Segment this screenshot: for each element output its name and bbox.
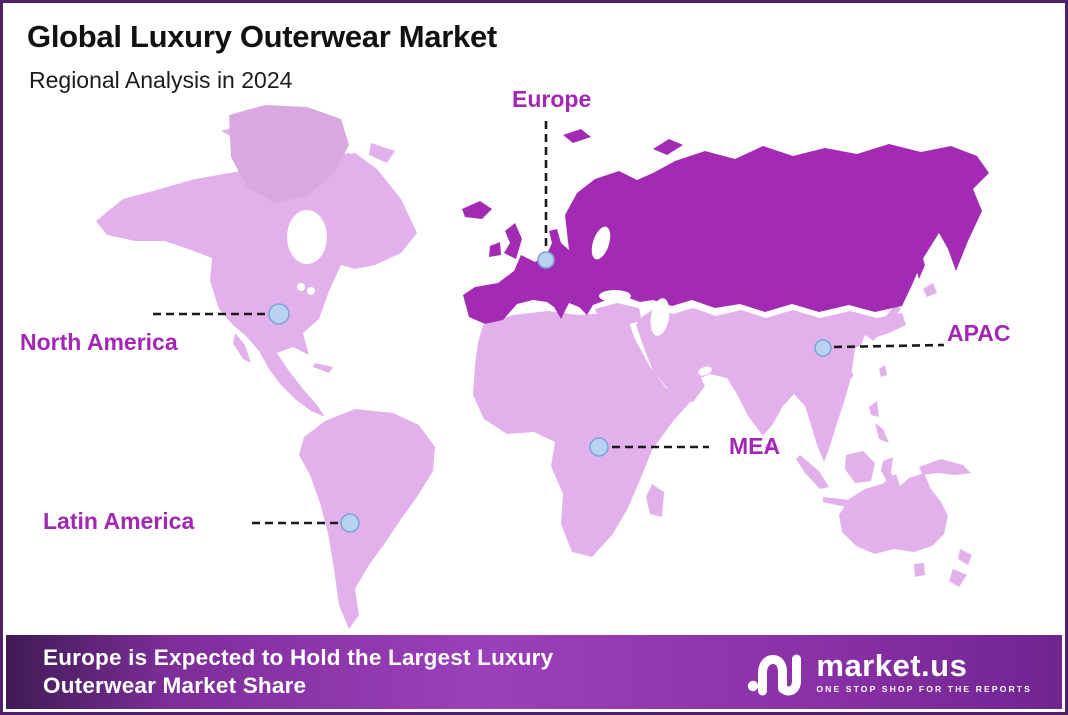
- region-label-mea: MEA: [729, 433, 781, 459]
- arctic-island-5: [369, 143, 395, 163]
- landmass-australia: [839, 473, 948, 554]
- landmass-turkey: [595, 303, 642, 326]
- landmass-taiwan: [879, 365, 887, 377]
- banner-caption-line2: Outerwear Market Share: [43, 673, 307, 698]
- landmass-novaya-zemlya: [653, 139, 683, 155]
- landmass-iceland: [462, 201, 492, 219]
- hudson-bay: [287, 210, 327, 264]
- marker-latin-america: [340, 513, 360, 533]
- landmass-sumatra: [796, 455, 829, 489]
- marker-apac: [814, 339, 832, 357]
- landmass-new-zealand-north: [958, 549, 972, 565]
- landmass-south-america: [299, 409, 435, 629]
- landmass-africa: [473, 311, 692, 557]
- landmass-sakhalin: [915, 253, 925, 279]
- landmass-new-guinea: [919, 459, 971, 475]
- connector-lines: [153, 121, 945, 525]
- bottom-banner: Europe is Expected to Hold the Largest L…: [6, 635, 1062, 709]
- landmass-uk: [504, 223, 522, 259]
- landmass-madagascar: [646, 484, 664, 517]
- landmass-borneo: [845, 451, 875, 483]
- region-label-europe: Europe: [512, 86, 592, 112]
- page-subtitle: Regional Analysis in 2024: [29, 67, 293, 93]
- persian-gulf: [698, 366, 712, 376]
- world-map: [96, 105, 989, 629]
- marker-europe: [537, 251, 555, 269]
- market-us-logo: market.us ONE STOP SHOP FOR THE REPORTS: [747, 647, 1032, 697]
- landmass-sri-lanka: [765, 443, 773, 451]
- landmass-philippines-1: [869, 401, 879, 417]
- black-sea: [599, 290, 631, 302]
- logo-brand: market.us: [816, 647, 968, 683]
- great-lake-1: [297, 283, 305, 291]
- landmass-philippines-2: [875, 423, 889, 443]
- baltic-sea: [591, 226, 611, 260]
- logo-tagline: ONE STOP SHOP FOR THE REPORTS: [816, 683, 1032, 694]
- banner-caption: Europe is Expected to Hold the Largest L…: [43, 644, 553, 700]
- landmass-japan: [869, 305, 901, 341]
- marker-north-america: [268, 303, 290, 325]
- landmass-north-america: [96, 153, 417, 417]
- market-us-logo-icon: [748, 654, 802, 696]
- landmass-baja: [233, 333, 251, 363]
- caspian-sea: [650, 298, 670, 336]
- landmass-svalbard: [563, 129, 591, 143]
- landmass-new-zealand-south: [949, 569, 967, 587]
- region-label-latin-america: Latin America: [43, 508, 195, 534]
- great-lake-2: [307, 287, 315, 295]
- water-overlays: [287, 210, 712, 376]
- map-markers: [268, 251, 832, 533]
- landmass-hainan: [845, 371, 853, 379]
- marker-mea: [589, 437, 609, 457]
- landmass-europe-russia: [463, 144, 989, 324]
- region-label-apac: APAC: [947, 320, 1011, 346]
- landmass-highlight-group: [462, 129, 989, 324]
- logo-text-block: market.us ONE STOP SHOP FOR THE REPORTS: [816, 647, 1032, 694]
- region-label-north-america: North America: [20, 329, 178, 355]
- connector-apac: [833, 343, 945, 349]
- landmass-greenland: [229, 105, 349, 203]
- page-title: Global Luxury Outerwear Market: [27, 19, 497, 54]
- landmass-ireland: [489, 242, 501, 257]
- landmass-hokkaido: [923, 283, 937, 297]
- banner-caption-line1: Europe is Expected to Hold the Largest L…: [43, 645, 554, 670]
- landmass-cuba: [313, 363, 333, 373]
- landmass-tasmania: [914, 563, 925, 577]
